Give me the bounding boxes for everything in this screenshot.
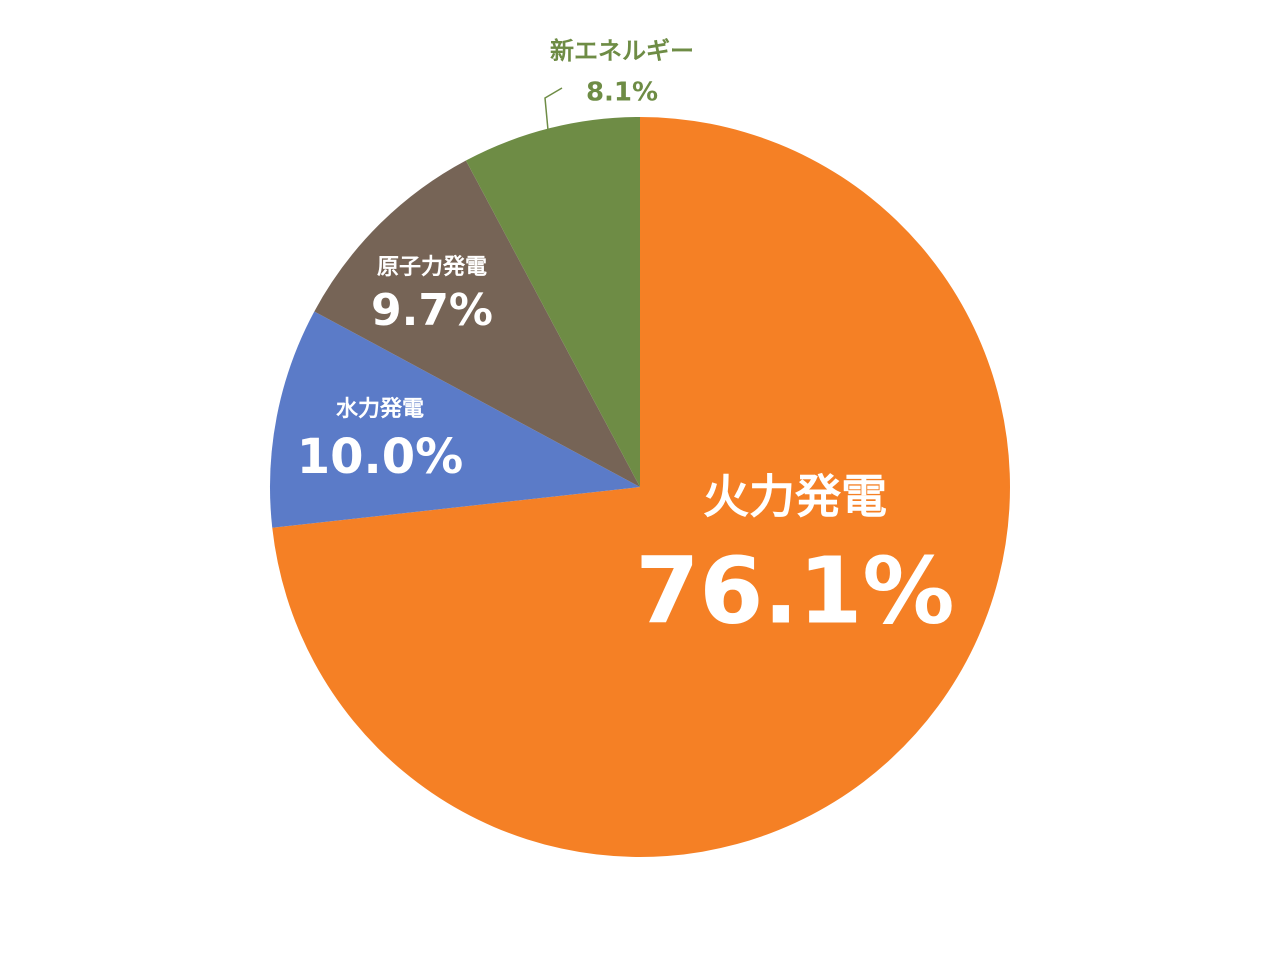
- value-label: 9.7%: [371, 285, 493, 336]
- slice-label: 新エネルギー: [550, 37, 694, 65]
- pie-slice: [272, 117, 1010, 858]
- value-label: 8.1%: [586, 78, 658, 108]
- pie-slice: [314, 160, 640, 487]
- value-label: 76.1%: [635, 537, 954, 644]
- slice-label: 火力発電: [703, 470, 887, 524]
- pie-slice: [270, 311, 640, 528]
- slice-label: 水力発電: [336, 397, 424, 422]
- leader-line: [544, 87, 563, 131]
- pie-slice: [465, 117, 640, 487]
- slice-label: 原子力発電: [377, 255, 487, 280]
- value-label: 10.0%: [297, 429, 464, 485]
